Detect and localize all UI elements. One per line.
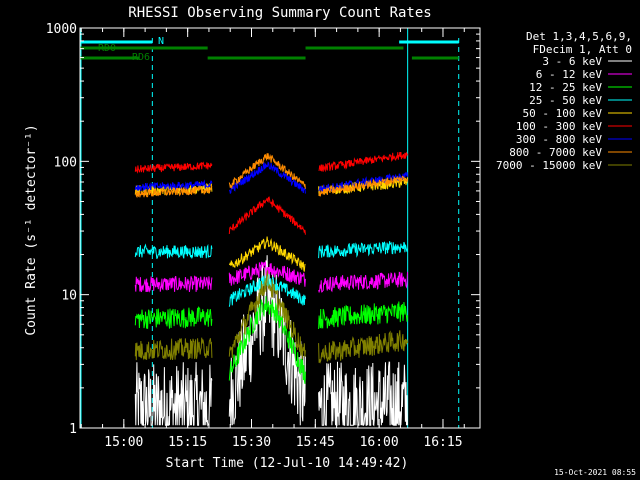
rd0-label: RD0 [98,43,116,54]
legend-header: FDecim 1, Att 0 [533,43,632,56]
legend-label: 100 - 300 keV [516,120,602,133]
legend-label: 25 - 50 keV [529,94,602,107]
series-line [134,241,408,307]
x-tick-label: 15:15 [168,435,207,450]
series-line [134,261,408,294]
x-tick-label: 15:45 [296,435,335,450]
rd6-label: RD6 [132,52,150,63]
legend-label: 6 - 12 keV [536,68,603,81]
legend-label: 3 - 6 keV [542,55,602,68]
y-tick-label: 1 [69,422,77,437]
legend-label: 50 - 100 keV [523,107,603,120]
x-tick-label: 15:00 [104,435,143,450]
series-line [134,270,408,364]
footer-timestamp: 15-Oct-2021 08:55 [554,468,636,477]
axes: 1 10 100 1000 15:00 15:15 15:30 15:45 16:00 16:15 [46,22,481,450]
x-tick-label: 15:30 [232,435,271,450]
series-line [134,296,408,384]
legend-label: 800 - 7000 keV [509,146,602,159]
y-tick-label: 10 [61,289,77,304]
series-line [134,161,408,195]
x-tick-label: 16:00 [360,435,399,450]
x-tick-label: 16:15 [423,435,462,450]
legend-label: 12 - 25 keV [529,81,602,94]
legend-label: 7000 - 15000 keV [496,159,602,172]
y-axis-label: Count Rate (s⁻¹ detector⁻¹) [24,124,39,335]
chart-title: RHESSI Observing Summary Count Rates [128,5,431,21]
series-line [134,153,408,199]
series-line [134,151,408,235]
legend: Det 1,3,4,5,6,9,FDecim 1, Att 03 - 6 keV… [496,30,632,172]
legend-label: 300 - 800 keV [516,133,602,146]
y-tick-label: 100 [54,155,77,170]
n-label: N [158,36,164,47]
legend-header: Det 1,3,4,5,6,9, [526,30,632,43]
y-tick-label: 1000 [46,22,77,37]
x-axis-label: Start Time (12-Jul-10 14:49:42) [166,456,409,471]
plot-frame [79,27,481,429]
plot-area: N RD0 RD6 [80,28,460,428]
